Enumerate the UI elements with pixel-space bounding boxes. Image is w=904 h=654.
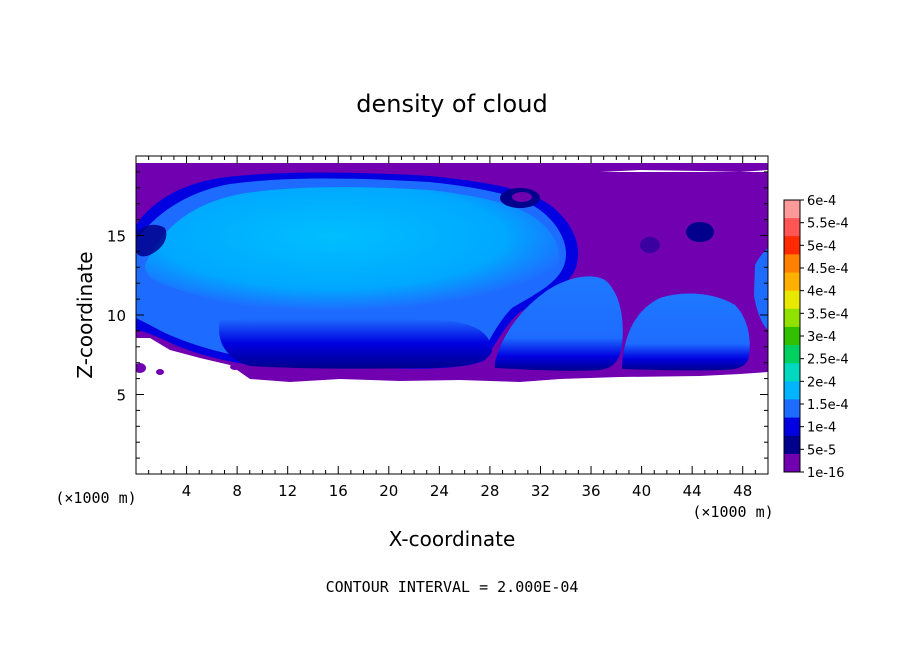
legend-label: 6e-4 [807,194,836,209]
right-edge-cell [754,248,768,330]
x-tick-label: 24 [430,482,449,500]
x-axis-label: X-coordinate [389,527,516,551]
cloud-roll-edge [512,192,532,202]
legend-label: 1e-4 [807,421,836,436]
legend-label: 2e-4 [807,375,836,390]
x-tick-label: 36 [581,482,600,500]
x-tick-label: 48 [733,482,752,500]
legend-swatch [784,453,800,473]
x-tick-label: 16 [329,482,348,500]
legend-swatch [784,417,800,437]
x-tick-label: 20 [379,482,398,500]
legend-swatch [784,381,800,400]
legend-swatch [784,399,800,419]
legend-swatch [784,345,800,364]
cloud-edge-blob [136,363,146,373]
x-unit-label-right: (×1000 m) [692,503,773,521]
main-cloud-base [219,318,492,369]
density-field [136,163,768,382]
legend-label: 4e-4 [807,285,836,300]
x-tick-label: 44 [683,482,702,500]
legend-swatch [784,236,800,255]
legend-label: 2.5e-4 [807,353,849,368]
legend-swatch [784,326,800,346]
cell-44km [622,293,750,371]
legend-swatch [784,254,800,274]
x-tick-label: 4 [182,482,192,500]
legend-label: 3e-4 [807,330,836,345]
main-cloud-core [145,187,559,311]
contour-interval: CONTOUR INTERVAL = 2.000E-04 [326,578,579,596]
legend-swatch [784,308,800,328]
x-axis: 4 8 12 16 20 24 28 32 36 40 44 48 [148,156,756,500]
legend-label: 5.5e-4 [807,217,849,232]
x-tick-label: 12 [278,482,297,500]
cell-36km [495,276,623,371]
x-tick-label: 32 [531,482,550,500]
cloud-edge-blob [156,369,164,375]
dense-spot [640,237,660,253]
y-tick-label: 15 [107,228,126,246]
left-edge-band [136,224,167,257]
cloud-edge-blob [230,364,240,370]
legend-swatch [784,363,800,382]
legend-label: 1.5e-4 [807,398,849,413]
legend-label: 5e-4 [807,239,836,254]
x-tick-label: 8 [232,482,242,500]
legend-label: 5e-5 [807,443,836,458]
legend-label: 4.5e-4 [807,262,849,277]
y-axis-label: Z-coordinate [73,251,97,378]
legend-swatch [784,435,800,455]
y-tick-label: 5 [116,387,126,405]
x-tick-label: 28 [480,482,499,500]
legend-label: 3.5e-4 [807,307,849,322]
x-unit-label-left: (×1000 m) [55,489,136,507]
y-tick-label: 10 [107,307,126,325]
color-legend: 6e-4 5.5e-4 5e-4 4.5e-4 4e-4 3.5e-4 3e-4 2.5e-4… [783,194,849,481]
legend-swatch [784,272,800,292]
legend-swatch [784,290,800,310]
legend-swatch [784,200,800,219]
legend-label: 1e-16 [807,466,845,481]
dense-spot [686,222,714,242]
chart-title: density of cloud [356,90,547,118]
y-axis: 5 10 15 [107,171,768,459]
x-tick-label: 40 [632,482,651,500]
legend-swatch [784,218,800,237]
